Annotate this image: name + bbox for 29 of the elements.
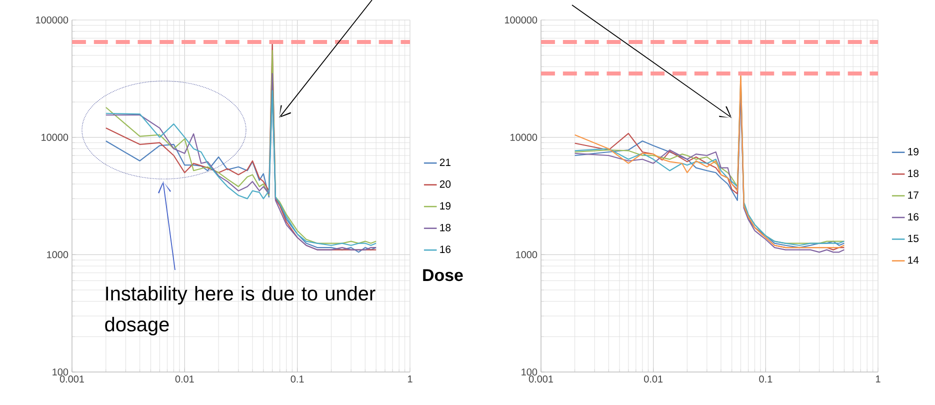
x-tick-label: 0.1	[290, 376, 304, 383]
y-tick-label: 100	[522, 368, 538, 376]
legend-label: 20	[440, 180, 451, 188]
x-tick-label: 0.01	[644, 376, 663, 383]
text: Dose	[423, 269, 463, 282]
x-tick-label: 0.001	[528, 376, 553, 383]
x-tick-label: 0.001	[60, 376, 84, 383]
x-tick-label: 1	[876, 376, 880, 382]
x-tick-label: 1	[408, 376, 412, 382]
x-tick-label: 0.1	[759, 376, 772, 383]
legend-label: 15	[908, 234, 919, 242]
annotation: Instability here is due to under dosage	[105, 286, 376, 336]
y-tick-label: 100	[52, 368, 68, 376]
y-tick-label: 10000	[42, 134, 68, 141]
y-tick-label: 100000	[36, 16, 68, 24]
legend-label: 18	[908, 170, 919, 178]
legend-label: 21	[440, 158, 450, 166]
legend-label: 17	[908, 191, 918, 199]
y-tick-label: 1000	[516, 251, 538, 258]
legend-label: 18	[440, 224, 451, 232]
y-tick-label: 100000	[505, 16, 538, 24]
legend-label: 19	[440, 202, 450, 210]
y-tick-label: 10000	[510, 134, 538, 141]
legend-label: 19	[908, 148, 918, 156]
legend-label: 14	[908, 256, 919, 264]
y-tick-label: 1000	[47, 251, 68, 258]
x-tick-label: 0.01	[175, 376, 194, 383]
legend-label: 16	[440, 246, 451, 254]
legend-label: 16	[908, 213, 919, 220]
